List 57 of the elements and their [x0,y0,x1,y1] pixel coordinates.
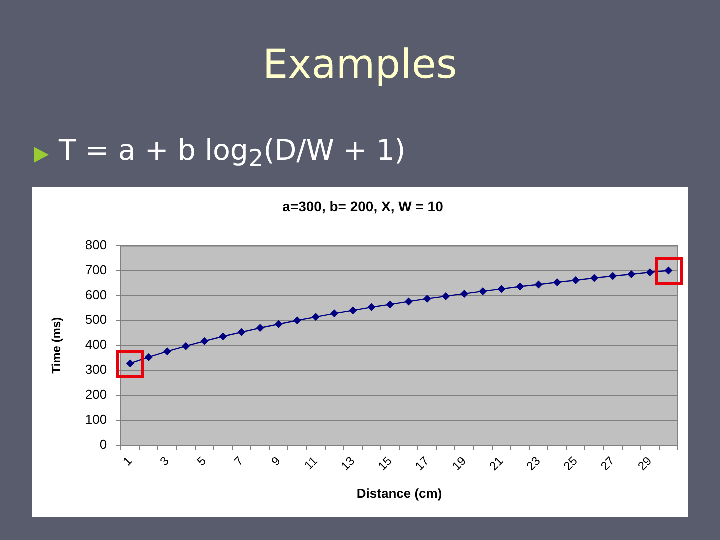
point [460,290,469,298]
chart-title: a=300, b= 200, X, W = 10 [282,198,444,214]
x-axis-title: Distance (cm) [356,486,442,501]
point [590,274,598,282]
x-tick-label: 23 [524,454,544,474]
y-tick-label: 300 [85,362,108,378]
point [219,332,228,341]
x-tick-label: 1 [120,454,136,469]
y-tick-label: 600 [85,287,108,302]
point [572,276,580,284]
text: Examples [262,41,458,90]
x-tick-label: 21 [486,454,506,474]
point [534,280,543,289]
x-tick-label: 27 [598,454,618,474]
x-tick-label: 25 [561,454,581,474]
x-tick-label: 19 [450,454,470,474]
y-tick-label: 800 [85,237,108,252]
x-tick-label: 17 [412,454,432,474]
point [479,287,488,296]
point [498,285,506,294]
y-tick-label: 200 [85,387,108,402]
x-tick-label: 9 [268,454,284,469]
y-tick-label: 500 [85,312,108,328]
point [256,324,264,332]
point [200,337,209,346]
point [293,316,302,325]
point [238,328,246,336]
point [609,272,618,280]
point [274,320,283,328]
y-axis-title: Time (ms) [50,317,64,374]
point [442,292,450,300]
x-tick-label: 5 [194,454,210,469]
text: T = a + b log$_{2}$(D/W + 1) [59,133,406,175]
x-tick-label: 7 [232,454,246,469]
point [330,310,339,318]
point [516,282,524,291]
y-tick-label: 400 [85,337,108,352]
x-tick-label: 11 [302,454,321,473]
x-tick-label: 15 [375,454,395,474]
point [349,306,358,315]
point [628,270,636,278]
point [312,313,320,322]
point [144,353,153,362]
point [182,342,190,350]
point [423,294,432,303]
point [646,268,654,276]
point [404,298,413,306]
x-tick-label: 3 [157,454,172,469]
x-tick-label: 29 [635,454,655,474]
x-tick-label: 13 [338,454,358,474]
point [386,300,394,309]
point [368,303,376,312]
y-tick-label: 700 [85,262,108,278]
point [164,348,172,356]
point [553,278,562,286]
y-tick-label: 0 [100,436,108,452]
y-tick-label: 100 [85,412,108,428]
